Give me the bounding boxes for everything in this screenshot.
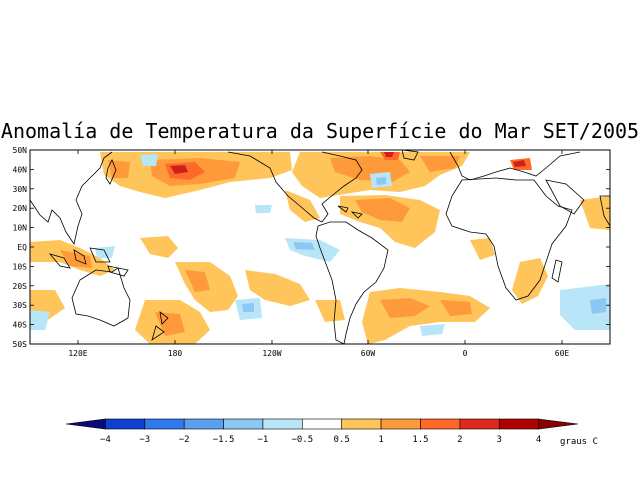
lon-label: 180 xyxy=(168,349,183,358)
cool-anomaly-medium xyxy=(242,177,606,314)
asia-outline xyxy=(30,150,113,246)
cool-anomaly-light xyxy=(30,154,610,336)
colorbar-label: 0.5 xyxy=(334,435,350,445)
colorbar-segment xyxy=(498,418,539,430)
lat-label: 30N xyxy=(13,185,28,194)
lat-label: 30S xyxy=(13,301,28,310)
map-title: Anomalía de Temperatura da Superfície do… xyxy=(0,119,640,143)
colorbar-segment xyxy=(105,418,146,430)
colorbar-label: −3 xyxy=(139,435,150,445)
colorbar-label: 3 xyxy=(497,435,502,445)
arabia-outline xyxy=(545,179,585,215)
colorbar-segment xyxy=(183,418,224,430)
latitude-axis: 50N 40N 30N 20N 10N EQ 10S 20S 30S 40S 50S xyxy=(13,146,610,349)
colorbar-segment xyxy=(223,418,264,430)
lon-label: 120W xyxy=(262,349,281,358)
colorbar-segment xyxy=(262,418,303,430)
lon-label: 60W xyxy=(361,349,376,358)
longitude-axis: 120E 180 120W 60W 0 60E xyxy=(68,150,569,358)
australia-outline xyxy=(71,267,131,327)
lat-label: 50S xyxy=(13,340,28,349)
colorbar-segment xyxy=(420,418,461,430)
colorbar-segment xyxy=(302,418,342,430)
colorbar-segment xyxy=(459,418,500,430)
colorbar-segment xyxy=(144,418,185,430)
colorbar-label: −2 xyxy=(179,435,190,445)
colorbar-unit: graus C xyxy=(560,437,598,447)
europe-outline xyxy=(449,151,581,181)
colorbar-label: −1.5 xyxy=(213,435,235,445)
lat-label: 10N xyxy=(13,224,28,233)
south-america-outline xyxy=(315,221,389,344)
colorbar-label: −1 xyxy=(258,435,269,445)
colorbar-segment xyxy=(380,418,421,430)
north-america-outline xyxy=(227,151,363,223)
india-outline xyxy=(599,195,610,227)
colorbar-segment xyxy=(65,418,106,430)
colorbar-label: 1 xyxy=(378,435,383,445)
warm-anomaly-extreme xyxy=(170,152,526,174)
lat-label: 40N xyxy=(13,165,28,174)
greenland-outline xyxy=(401,150,419,161)
colorbar-label: 1.5 xyxy=(412,435,428,445)
colorbar-segment xyxy=(341,418,382,430)
colorbar-label: −4 xyxy=(100,435,111,445)
caribbean-outline xyxy=(337,205,363,219)
colorbar-label: −0.5 xyxy=(291,435,313,445)
lon-label: 120E xyxy=(68,349,87,358)
lon-label: 0 xyxy=(463,349,468,358)
new-zealand-outline xyxy=(151,311,169,341)
lon-label: 60E xyxy=(555,349,570,358)
lat-label: 40S xyxy=(13,321,28,330)
madagascar-outline xyxy=(551,259,563,283)
lat-label: 10S xyxy=(13,262,28,271)
africa-outline xyxy=(445,177,573,301)
lat-label: 20N xyxy=(13,204,28,213)
indonesia-outline xyxy=(48,247,129,277)
lat-label: 20S xyxy=(13,282,28,291)
continent-outlines xyxy=(30,150,610,344)
anomaly-field xyxy=(30,152,610,344)
colorbar-label: 2 xyxy=(457,435,462,445)
japan-outline xyxy=(105,159,117,185)
lat-label: EQ xyxy=(17,243,27,252)
colorbar-label: 4 xyxy=(536,435,541,445)
colorbar-segment xyxy=(538,418,579,430)
lat-label: 50N xyxy=(13,146,28,155)
colorbar: −4 −3 −2 −1.5 −1 −0.5 0.5 1 1.5 2 3 4 xyxy=(65,418,579,445)
